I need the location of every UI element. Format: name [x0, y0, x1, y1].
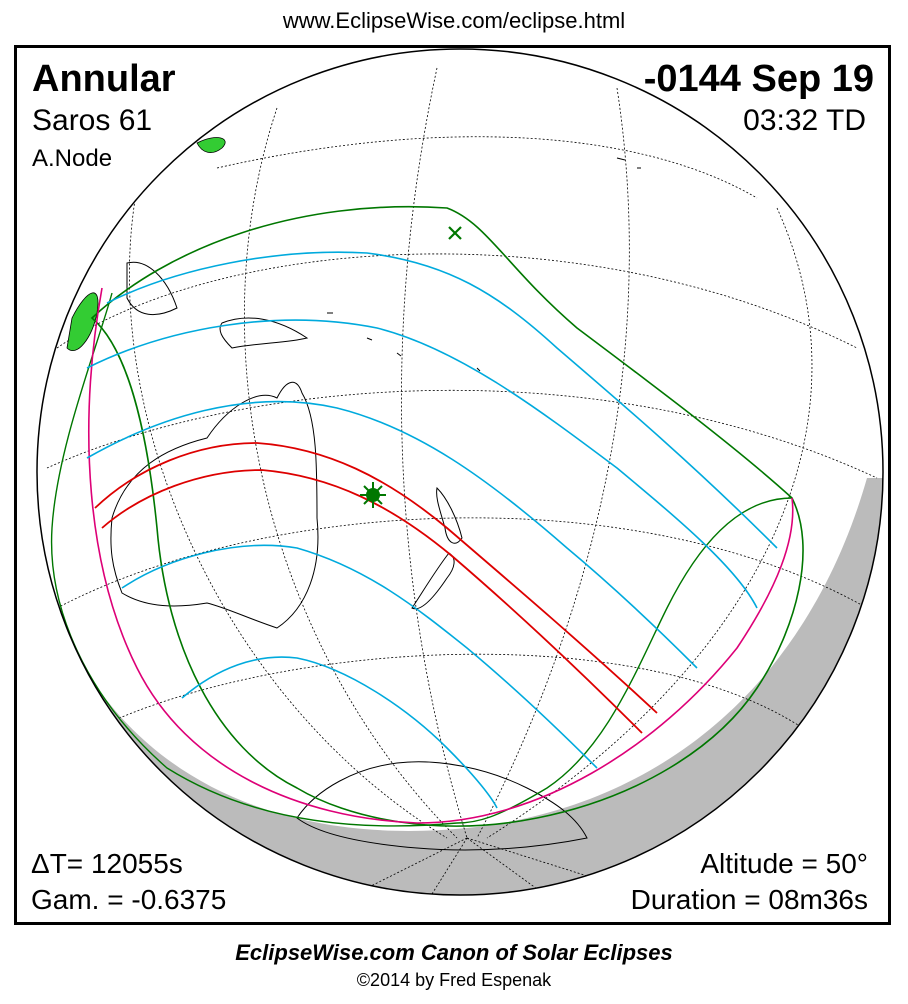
antarctica-outline — [296, 761, 588, 851]
annular-duration: Duration = 08m36s — [630, 884, 868, 915]
central-path — [94, 442, 658, 734]
node-label: A.Node — [32, 145, 113, 172]
pacific-islands — [327, 157, 641, 372]
eclipse-time: 03:32 TD — [743, 104, 866, 137]
globe-map — [36, 48, 884, 896]
eclipse-date: -0144 Sep 19 — [643, 58, 874, 100]
australia-outline — [110, 381, 319, 629]
eclipse-type: Annular — [32, 58, 176, 100]
rise-set-curve — [88, 287, 794, 824]
eclipse-map-panel: Annular Saros 61 A.Node -0144 Sep 19 03:… — [14, 45, 891, 925]
partial-eclipse-limits — [86, 251, 778, 809]
new-guinea-outline — [219, 317, 309, 349]
copyright-notice: ©2014 by Fred Espenak — [356, 970, 552, 990]
saros-number: Saros 61 — [32, 104, 153, 137]
subsolar-point-marker — [448, 226, 462, 240]
new-zealand-south — [411, 552, 455, 610]
sun-altitude: Altitude = 50° — [700, 848, 868, 879]
coastlines — [110, 157, 641, 851]
delta-t: ΔT= 12055s — [31, 848, 183, 879]
globe-disc — [37, 49, 883, 895]
penumbra-limit — [90, 205, 804, 827]
new-zealand-north — [436, 486, 463, 544]
canon-title: EclipseWise.com Canon of Solar Eclipses — [235, 940, 673, 965]
gamma-value: Gam. = -0.6375 — [31, 884, 227, 915]
asia-coast — [126, 261, 178, 316]
greatest-eclipse-marker — [360, 482, 386, 508]
website-url: www.EclipseWise.com/eclipse.html — [282, 8, 626, 33]
globe-outline — [36, 48, 884, 896]
night-shade-region — [37, 478, 883, 895]
